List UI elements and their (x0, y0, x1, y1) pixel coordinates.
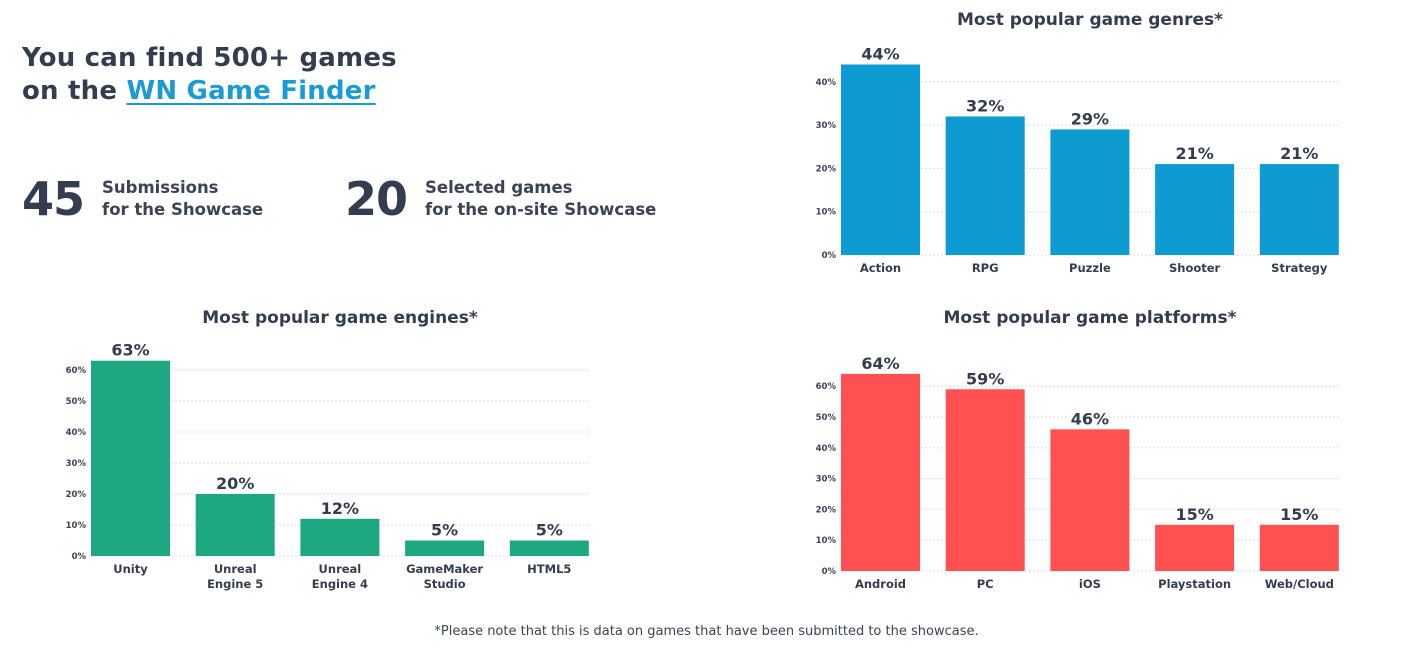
engines-bar (405, 540, 485, 556)
stat-desc-line-1: Submissions (102, 178, 219, 197)
stat-submissions: 45 Submissions for the Showcase (22, 172, 263, 226)
engines-ytick-label: 30% (66, 459, 87, 469)
genres-plot: 0% 10% 20% 30% 40% 44% Action 32% RPG 29% Puzzle 21… (816, 44, 1339, 275)
platforms-value-label: 46% (1071, 409, 1109, 428)
platforms-chart-title: Most popular game platforms* (943, 308, 1237, 328)
genres-ytick-label: 10% (816, 208, 837, 218)
engines-bar (91, 360, 170, 556)
platforms-value-label: 15% (1175, 505, 1213, 524)
engines-bar (300, 518, 380, 556)
platforms-category-label: Web/Cloud (1265, 577, 1334, 591)
platforms-ytick-label: 50% (816, 413, 837, 423)
platforms-ytick-label: 20% (816, 505, 837, 515)
genres-bar (1259, 164, 1339, 255)
platforms-category-label: PC (977, 577, 994, 591)
platforms-ytick-label: 40% (816, 444, 837, 454)
platforms-category-label: Playstation (1158, 577, 1231, 591)
genres-bar (841, 64, 920, 255)
platforms-ytick-label: 60% (816, 382, 837, 392)
engines-ytick-label: 10% (66, 521, 87, 531)
platforms-ytick-label: 0% (822, 567, 837, 577)
engines-category-label: Engine 5 (207, 577, 263, 591)
engines-value-label: 5% (536, 521, 563, 540)
genres-value-label: 29% (1071, 109, 1109, 128)
stat-desc-line-1: Selected games (425, 178, 573, 197)
genres-ytick-label: 20% (816, 164, 837, 174)
footnote: *Please note that this is data on games … (434, 624, 979, 639)
engines-bar (509, 540, 589, 556)
engines-plot: 0%10%20%30%40%50%60%63%Unity20%UnrealEng… (66, 341, 589, 591)
engines-category-label: Unreal (319, 562, 362, 576)
engines-value-label: 12% (321, 499, 359, 518)
engines-category-label: HTML5 (527, 562, 571, 576)
platforms-bar (1155, 524, 1235, 571)
engines-category-label: Studio (424, 577, 466, 591)
genres-bar (1050, 129, 1130, 255)
engines-ytick-label: 50% (66, 397, 87, 407)
genres-category-label: Strategy (1271, 261, 1328, 275)
platforms-value-label: 15% (1280, 505, 1318, 524)
engines-value-label: 63% (111, 341, 149, 360)
platforms-category-label: iOS (1079, 577, 1101, 591)
genres-value-label: 21% (1280, 144, 1318, 163)
genres-value-label: 32% (966, 96, 1004, 115)
headline-line-1: You can find 500+ games (22, 43, 397, 73)
stat-number: 45 (22, 172, 85, 226)
genres-category-label: Action (860, 261, 901, 275)
genres-chart-title: Most popular game genres* (956, 10, 1223, 30)
stat-description: Selected games for the on-site Showcase (425, 177, 656, 221)
genres-ytick-label: 40% (816, 78, 837, 88)
engines-bar (195, 494, 275, 556)
engines-category-label: Unreal (214, 562, 257, 576)
engines-ytick-label: 40% (66, 428, 87, 438)
engines-value-label: 20% (216, 474, 254, 493)
engines-ytick-label: 0% (72, 552, 87, 562)
stat-desc-line-2: for the on-site Showcase (425, 200, 657, 219)
wn-game-finder-link[interactable]: WN Game Finder (126, 76, 376, 106)
engines-chart-title: Most popular game engines* (202, 308, 478, 328)
genres-category-label: Shooter (1169, 261, 1221, 275)
platforms-value-label: 64% (861, 354, 899, 373)
platforms-value-label: 59% (966, 369, 1004, 388)
genres-category-label: RPG (972, 261, 999, 275)
engines-category-label: GameMaker (406, 562, 483, 576)
platforms-bar (1259, 524, 1339, 571)
headline-line-2: on the WN Game Finder (22, 75, 397, 108)
stat-desc-line-2: for the Showcase (102, 200, 264, 219)
platforms-bar (1050, 429, 1130, 571)
genres-value-label: 44% (861, 44, 899, 63)
platforms-plot: 0% 10% 20% 30% 40% 50% 60% 64% Android 59% PC 46% iO… (816, 354, 1339, 591)
genres-value-label: 21% (1175, 144, 1213, 163)
genres-bar (1155, 164, 1235, 255)
genres-ytick-label: 30% (816, 121, 837, 131)
headline: You can find 500+ games on the WN Game F… (22, 42, 397, 108)
stat-selected-games: 20 Selected games for the on-site Showca… (345, 172, 656, 226)
stat-number: 20 (345, 172, 408, 226)
platforms-bar (841, 373, 920, 571)
platforms-ytick-label: 10% (816, 536, 837, 546)
stat-description: Submissions for the Showcase (102, 177, 263, 221)
engines-ytick-label: 20% (66, 490, 87, 500)
genres-ytick-label: 0% (822, 251, 837, 261)
engines-category-label: Unity (113, 562, 148, 576)
platforms-category-label: Android (855, 577, 906, 591)
engines-value-label: 5% (431, 521, 458, 540)
platforms-bar (945, 389, 1025, 571)
platforms-ytick-label: 30% (816, 475, 837, 485)
headline-prefix: on the (22, 76, 127, 106)
engines-ytick-label: 60% (66, 366, 87, 376)
engines-category-label: Engine 4 (312, 577, 368, 591)
genres-category-label: Puzzle (1069, 261, 1111, 275)
genres-bar (945, 116, 1025, 255)
